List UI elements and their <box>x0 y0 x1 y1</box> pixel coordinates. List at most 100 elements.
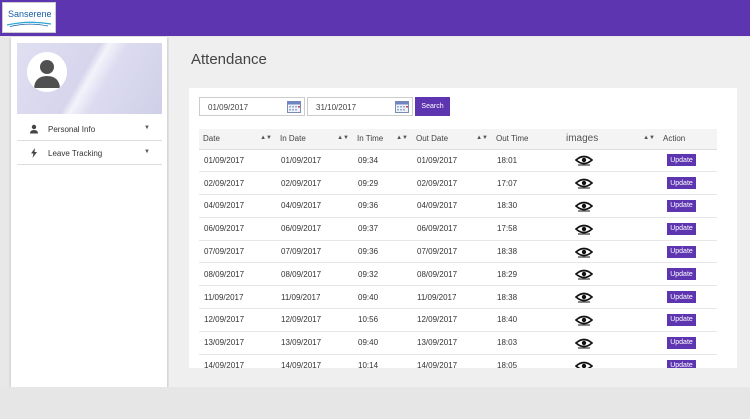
in-time-cell: 09:34 <box>353 149 412 173</box>
date-cell: 01/09/2017 <box>199 149 276 173</box>
in-date-cell: 11/09/2017 <box>276 285 353 310</box>
update-button[interactable]: Update <box>667 222 696 235</box>
column-header-out-date[interactable]: Out Date ▲▼ <box>412 129 492 150</box>
date-cell: 13/09/2017 <box>199 331 276 355</box>
eye-icon[interactable] <box>575 291 593 303</box>
images-cell <box>562 240 659 264</box>
out-time-cell: 17:58 <box>492 217 562 241</box>
column-header-action: Action <box>659 129 717 150</box>
column-header-date[interactable]: Date ▲▼ <box>199 129 276 150</box>
images-cell <box>562 285 659 310</box>
caret-down-icon: ▼ <box>144 149 150 155</box>
column-header-images[interactable]: images ▲▼ <box>562 129 659 150</box>
in-time-cell: 09:32 <box>353 262 412 287</box>
update-button[interactable]: Update <box>667 245 696 258</box>
action-cell: Update <box>659 262 717 287</box>
eye-icon[interactable] <box>575 360 593 368</box>
search-button[interactable]: Search <box>415 97 450 116</box>
page-title: Attendance <box>191 51 267 68</box>
images-cell <box>562 171 659 196</box>
sort-icon[interactable]: ▲▼ <box>643 135 655 141</box>
sort-icon[interactable]: ▲▼ <box>337 135 349 141</box>
calendar-icon[interactable] <box>395 101 409 113</box>
to-date-field[interactable]: 31/10/2017 <box>307 97 413 116</box>
eye-icon[interactable] <box>575 268 593 280</box>
column-header-label: Action <box>663 134 686 144</box>
out-date-cell: 12/09/2017 <box>412 308 492 332</box>
in-date-cell: 12/09/2017 <box>276 308 353 332</box>
column-header-label: Out Date <box>416 134 449 144</box>
out-date-cell: 07/09/2017 <box>412 240 492 264</box>
update-button[interactable]: Update <box>667 313 696 326</box>
column-header-out-time: Out Time <box>492 129 562 150</box>
in-time-cell: 10:56 <box>353 308 412 332</box>
sort-icon[interactable]: ▲▼ <box>260 135 272 141</box>
to-date-value: 31/10/2017 <box>316 103 357 112</box>
in-date-cell: 01/09/2017 <box>276 149 353 173</box>
table-header-row: Date ▲▼ In Date ▲▼ In Time ▲▼ Out Date ▲▼ Ou… <box>199 129 717 150</box>
person-icon <box>30 124 38 134</box>
update-button[interactable]: Update <box>667 291 696 304</box>
out-time-cell: 18:05 <box>492 354 562 368</box>
eye-icon[interactable] <box>575 246 593 258</box>
company-logo[interactable]: Sanserene <box>2 2 56 33</box>
in-date-cell: 04/09/2017 <box>276 194 353 218</box>
images-cell <box>562 217 659 241</box>
column-header-label: In Date <box>280 134 306 144</box>
eye-icon[interactable] <box>575 154 593 166</box>
action-cell: Update <box>659 171 717 196</box>
table-body: 01/09/2017 01/09/2017 09:34 01/09/2017 18:01… <box>199 149 717 368</box>
update-button[interactable]: Update <box>667 268 696 281</box>
out-date-cell: 06/09/2017 <box>412 217 492 241</box>
in-time-cell: 09:40 <box>353 285 412 310</box>
date-cell: 08/09/2017 <box>199 262 276 287</box>
top-app-bar: Sanserene <box>0 0 750 36</box>
sort-icon[interactable]: ▲▼ <box>396 135 408 141</box>
from-date-field[interactable]: 01/09/2017 <box>199 97 305 116</box>
from-date-value: 01/09/2017 <box>208 103 249 112</box>
out-time-cell: 18:03 <box>492 331 562 355</box>
date-cell: 07/09/2017 <box>199 240 276 264</box>
calendar-icon[interactable] <box>287 101 301 113</box>
avatar[interactable] <box>27 52 67 92</box>
in-date-cell: 02/09/2017 <box>276 171 353 196</box>
eye-icon[interactable] <box>575 314 593 326</box>
action-cell: Update <box>659 331 717 355</box>
out-time-cell: 17:07 <box>492 171 562 196</box>
in-date-cell: 13/09/2017 <box>276 331 353 355</box>
out-time-cell: 18:29 <box>492 262 562 287</box>
column-header-in-time[interactable]: In Time ▲▼ <box>353 129 412 150</box>
eye-icon[interactable] <box>575 223 593 235</box>
action-cell: Update <box>659 354 717 368</box>
update-button[interactable]: Update <box>667 154 696 167</box>
sidebar-item-leave-tracking[interactable]: Leave Tracking ▼ <box>17 141 162 165</box>
date-cell: 12/09/2017 <box>199 308 276 332</box>
action-cell: Update <box>659 217 717 241</box>
column-header-in-date[interactable]: In Date ▲▼ <box>276 129 353 150</box>
sort-icon[interactable]: ▲▼ <box>476 135 488 141</box>
update-button[interactable]: Update <box>667 177 696 190</box>
sidebar: Personal Info ▼ Leave Tracking ▼ <box>11 37 167 407</box>
eye-icon[interactable] <box>575 200 593 212</box>
attendance-card: 01/09/2017 31/10/2017 Search Date ▲▼ <box>189 88 737 368</box>
eye-icon[interactable] <box>575 177 593 189</box>
update-button[interactable]: Update <box>667 359 696 368</box>
images-cell <box>562 262 659 287</box>
user-silhouette-icon <box>27 52 67 92</box>
eye-icon[interactable] <box>575 337 593 349</box>
table-row: 01/09/2017 01/09/2017 09:34 01/09/2017 18:01… <box>199 149 717 173</box>
caret-down-icon: ▼ <box>144 125 150 131</box>
update-button[interactable]: Update <box>667 199 696 212</box>
column-header-label: Date <box>203 134 220 144</box>
in-time-cell: 09:40 <box>353 331 412 355</box>
date-cell: 11/09/2017 <box>199 285 276 310</box>
attendance-table: Date ▲▼ In Date ▲▼ In Time ▲▼ Out Date ▲▼ Ou… <box>199 129 717 368</box>
images-cell <box>562 308 659 332</box>
table-row: 04/09/2017 04/09/2017 09:36 04/09/2017 18:30… <box>199 194 717 218</box>
out-date-cell: 02/09/2017 <box>412 171 492 196</box>
date-cell: 14/09/2017 <box>199 354 276 368</box>
action-cell: Update <box>659 194 717 218</box>
images-cell <box>562 331 659 355</box>
sidebar-item-personal-info[interactable]: Personal Info ▼ <box>17 117 162 141</box>
update-button[interactable]: Update <box>667 336 696 349</box>
